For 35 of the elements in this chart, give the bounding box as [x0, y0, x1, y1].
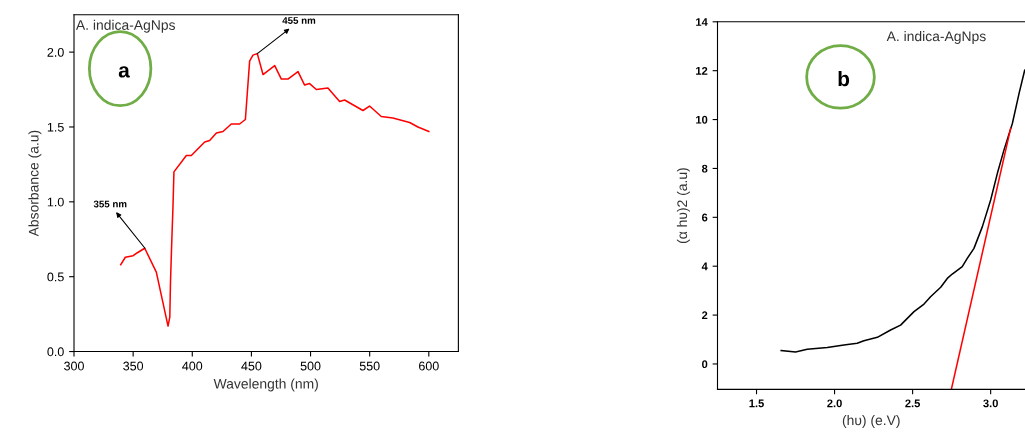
y-tick-label: 1.5	[47, 122, 64, 132]
y-tick-label: 8	[701, 164, 708, 173]
y-tick-label: 14	[696, 18, 708, 26]
x-tick-label: 500	[300, 361, 321, 371]
y-tick-label: 2.0	[47, 47, 64, 57]
x-tick-label: 2.0	[827, 399, 842, 408]
y-tick-label: 0.5	[47, 272, 64, 282]
x-tick-label: 2.5	[905, 399, 921, 408]
x-axis-title: (hυ) (e.V)	[842, 415, 900, 428]
annotation: A. indica-AgNps	[75, 19, 176, 33]
x-tick-label: 3.0	[983, 399, 998, 408]
y-tick-label: 2	[701, 311, 708, 320]
annotation: a	[118, 66, 130, 78]
y-tick-label: 10	[696, 115, 708, 124]
annotation: 455 nm	[282, 17, 316, 24]
y-tick-label: 1.0	[47, 197, 64, 207]
x-tick-label: 400	[182, 361, 203, 371]
y-tick-label: 12	[696, 66, 708, 75]
y-axis-title: (α hυ)2 (a.u)	[676, 168, 690, 244]
line-series	[780, 69, 1025, 353]
y-axis-title: Absorbance (a.u)	[28, 130, 42, 237]
x-tick-label: 1.5	[749, 399, 764, 408]
y-tick-label: 4	[701, 262, 708, 271]
annotation: 355 nm	[93, 200, 127, 208]
y-tick-label: 6	[702, 213, 708, 222]
x-tick-label: 350	[123, 361, 144, 371]
y-tick-label: 0.0	[47, 347, 64, 357]
x-tick-label: 550	[359, 361, 380, 371]
annotation: b	[838, 70, 850, 87]
x-tick-label: 300	[64, 361, 84, 371]
x-tick-label: 450	[241, 361, 262, 371]
annotation: A. indica-AgNps	[886, 30, 986, 44]
y-tick-label: 0	[702, 360, 708, 369]
x-axis-title: Wavelength (nm)	[213, 378, 318, 392]
x-tick-label: 600	[419, 361, 439, 371]
